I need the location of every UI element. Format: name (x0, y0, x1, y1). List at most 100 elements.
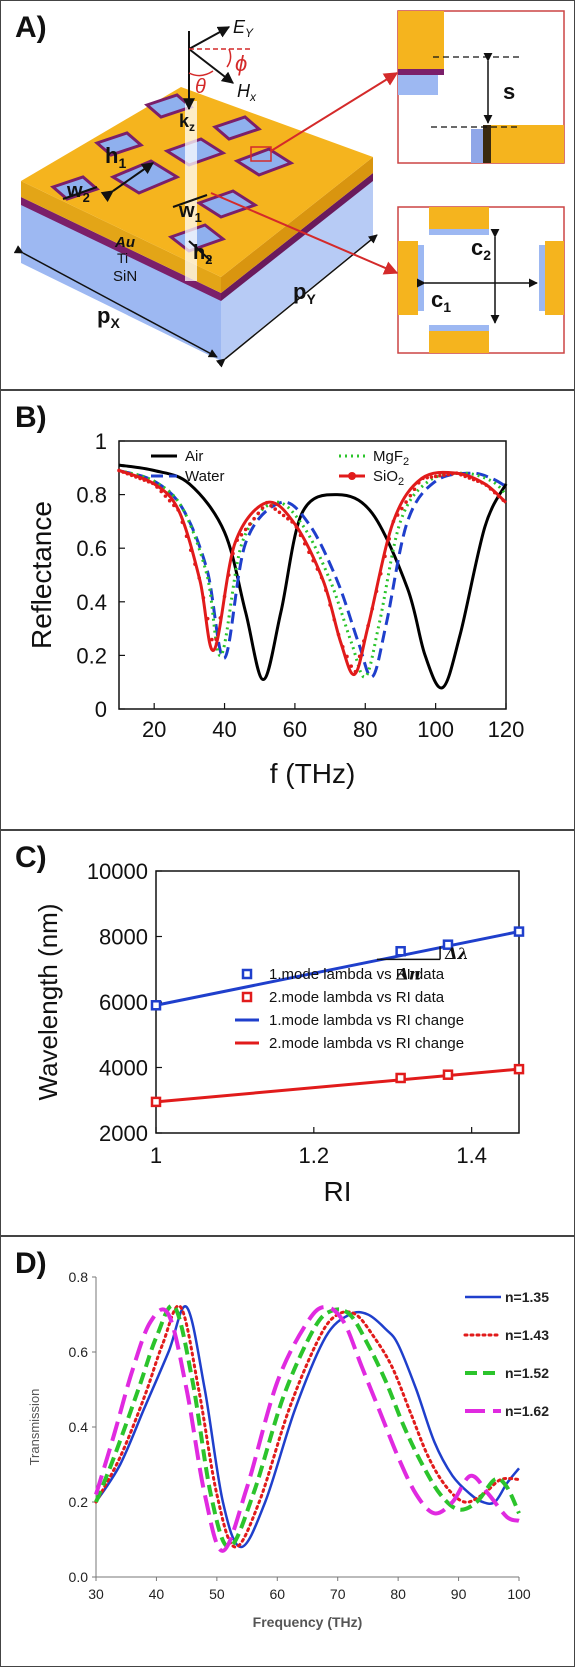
series-line-n=1.52 (96, 1306, 519, 1547)
series-marker (164, 494, 168, 498)
series-marker (400, 507, 404, 511)
series-marker (193, 562, 197, 566)
hx-label: Hx (237, 81, 257, 104)
series-marker (189, 548, 193, 552)
delta-lambda-label: Δλ (444, 944, 469, 963)
legend-label: n=1.52 (505, 1365, 549, 1381)
series-marker (307, 550, 311, 554)
s-label: s (503, 79, 515, 104)
series-marker (235, 538, 239, 542)
series-marker (240, 533, 244, 537)
series-line-n=1.35 (96, 1306, 519, 1547)
au-label: Au (114, 234, 135, 251)
y-tick-label: 0.8 (76, 483, 107, 508)
y-tick-label: 0.8 (69, 1269, 89, 1285)
zoom-arrow-top (271, 73, 397, 151)
series-marker (244, 528, 248, 532)
legend-label-sub: 2 (403, 456, 409, 468)
legend-label: 2.mode lambda vs RI change (269, 1035, 464, 1052)
legend-label: n=1.43 (505, 1327, 549, 1343)
series-marker (484, 483, 488, 487)
series-marker (354, 670, 358, 674)
series-marker (404, 500, 408, 504)
series-marker (181, 520, 185, 524)
series-marker (447, 473, 451, 477)
series-marker (197, 576, 201, 580)
series-marker (425, 476, 429, 480)
data-point (515, 1065, 523, 1073)
series-marker (379, 572, 383, 576)
x-tick-label: 60 (283, 717, 307, 742)
series-marker (138, 477, 142, 481)
series-marker (430, 475, 434, 479)
series-marker (121, 470, 125, 474)
series-marker (480, 481, 484, 485)
series-line-n=1.62 (96, 1307, 519, 1551)
y-axis-label: Reflectance (26, 501, 57, 649)
series-marker (155, 485, 159, 489)
legend-label-text: Air (185, 448, 203, 465)
series-marker (434, 475, 438, 479)
legend-label: SiO2 (373, 468, 404, 488)
series-marker (257, 512, 261, 516)
data-point (397, 947, 405, 955)
series-marker (455, 471, 459, 475)
series-marker (231, 552, 235, 556)
series-marker (278, 510, 282, 514)
series-marker (117, 469, 121, 473)
x-tick-label: 50 (209, 1586, 225, 1602)
x-tick-label: 70 (330, 1586, 346, 1602)
series-marker (497, 495, 501, 499)
data-point (152, 1098, 160, 1106)
x-tick-label: 20 (142, 717, 166, 742)
series-marker (134, 475, 138, 479)
phi-label: ϕ (235, 51, 247, 76)
series-marker (463, 475, 467, 479)
series-marker (210, 638, 214, 642)
y-tick-label: 0 (95, 697, 107, 722)
legend-label: n=1.62 (505, 1403, 549, 1419)
inset-cross: c1 c2 (398, 207, 564, 353)
series-marker (316, 567, 320, 571)
series-marker (417, 481, 421, 485)
series-marker (476, 479, 480, 483)
series-marker (143, 478, 147, 482)
legend-label: 2.mode lambda vs RI data (269, 989, 445, 1006)
series-marker (282, 514, 286, 518)
series-marker (299, 534, 303, 538)
ti-label: Ti (117, 250, 128, 266)
y-tick-label: 2000 (99, 1121, 148, 1146)
series-marker (392, 520, 396, 524)
legend-label: 1.mode lambda vs RI change (269, 1012, 464, 1029)
series-marker (151, 482, 155, 486)
panel-a: A) (0, 0, 575, 390)
phi-arc (227, 49, 231, 67)
y-tick-label: 8000 (99, 925, 148, 950)
series-marker (366, 624, 370, 628)
series-marker (375, 589, 379, 593)
series-marker (489, 487, 493, 491)
y-tick-label: 0.6 (76, 536, 107, 561)
legend-label: n=1.35 (505, 1289, 549, 1305)
fit-line (156, 1069, 519, 1102)
sin-label: SiN (113, 268, 137, 285)
series-marker (493, 491, 497, 495)
series-marker (396, 513, 400, 517)
series-marker (413, 487, 417, 491)
series-marker (172, 504, 176, 508)
legend-label: MgF2 (373, 448, 409, 468)
data-point (152, 1001, 160, 1009)
series-marker (328, 603, 332, 607)
series-marker (159, 490, 163, 494)
x-tick-label: 60 (269, 1586, 285, 1602)
series-marker (130, 474, 134, 478)
legend-label: Air (185, 448, 203, 465)
series-marker (311, 559, 315, 563)
series-marker (468, 476, 472, 480)
